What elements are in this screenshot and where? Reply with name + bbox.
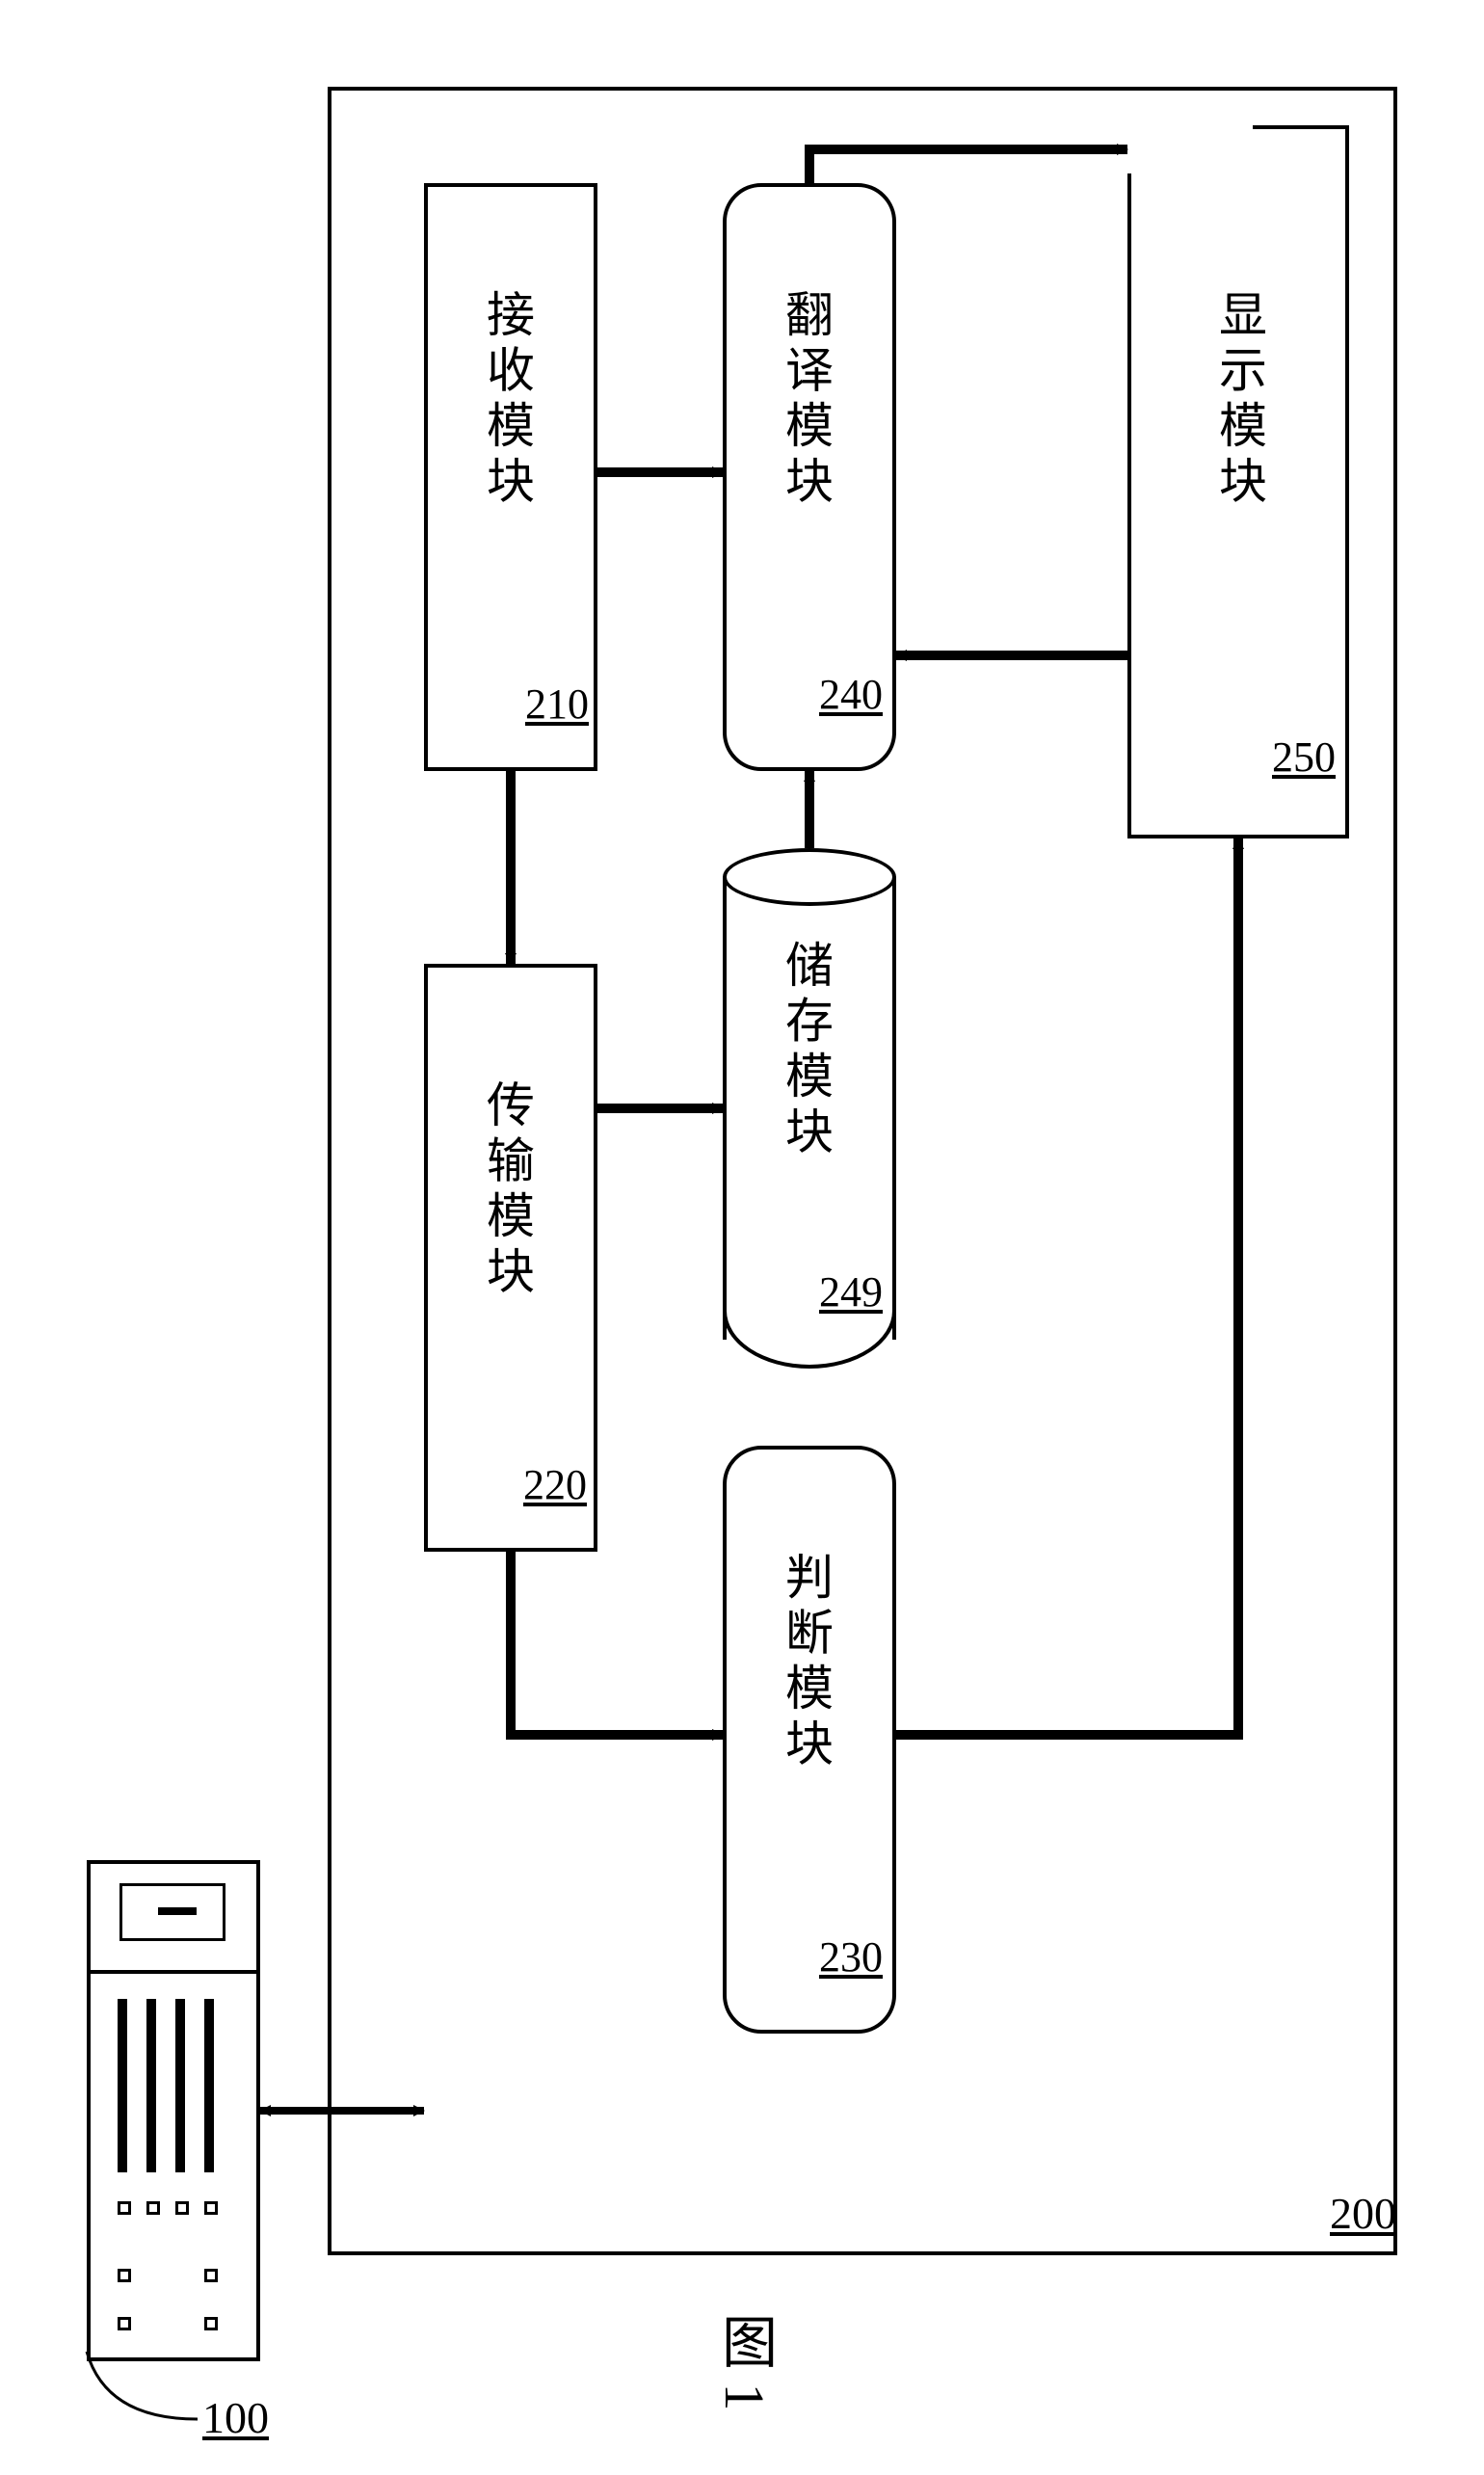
arrow-240-to-250	[0, 0, 1484, 2475]
diagram-canvas: 200 100 接收模块 210 传输模块 220 翻译模块 240	[0, 0, 1484, 2475]
